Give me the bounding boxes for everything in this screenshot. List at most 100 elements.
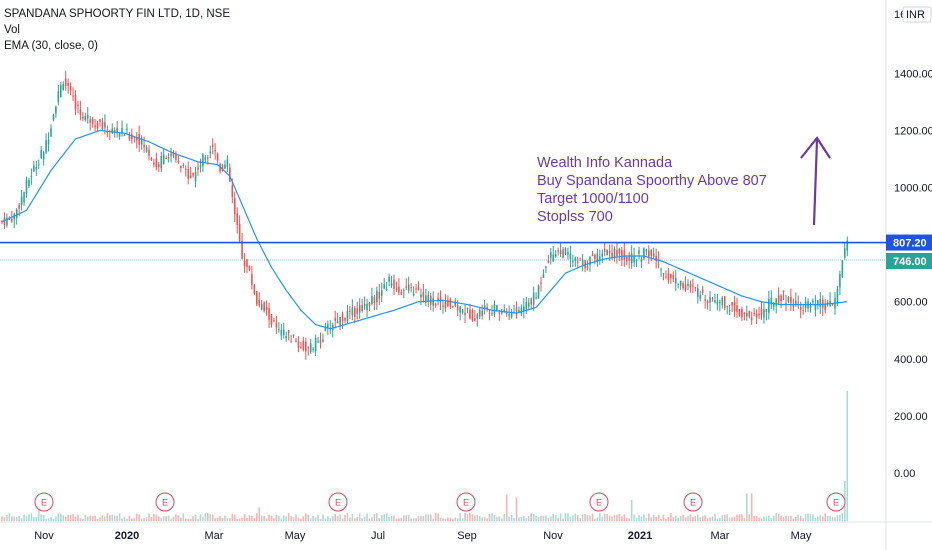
- volume-bar: [518, 517, 520, 521]
- candle-body: [763, 309, 765, 318]
- candle-body: [542, 274, 545, 278]
- currency-badge[interactable]: INR: [902, 6, 932, 23]
- candle-body: [476, 314, 479, 319]
- earnings-marker-label: E: [596, 498, 602, 508]
- volume-bar: [33, 517, 35, 521]
- candle-body: [731, 302, 733, 306]
- candle-body: [241, 240, 243, 259]
- candle-body: [429, 295, 432, 305]
- volume-bars: [1, 391, 849, 521]
- candle-body: [846, 240, 849, 251]
- volume-bar: [508, 516, 510, 521]
- candle-body: [368, 303, 371, 307]
- candle-body: [723, 296, 726, 309]
- candle-body: [3, 217, 6, 226]
- volume-bar: [552, 514, 555, 521]
- earnings-marker-icon[interactable]: [456, 492, 476, 512]
- candle-body: [650, 249, 653, 256]
- volume-bar: [527, 516, 530, 521]
- volume-bar: [640, 516, 643, 521]
- volume-bar: [829, 515, 831, 521]
- earnings-marker-icon[interactable]: [155, 492, 175, 512]
- volume-bar: [824, 513, 826, 521]
- volume-bar: [243, 514, 246, 521]
- candle-body: [812, 300, 814, 303]
- volume-bar: [535, 515, 537, 521]
- candle-body: [13, 214, 16, 220]
- time-axis[interactable]: Nov 2020 Mar May Jul Sep Nov 2021 Mar May: [34, 530, 812, 542]
- volume-bar: [444, 518, 447, 521]
- candle-body: [47, 139, 50, 145]
- earnings-marker-icon[interactable]: [683, 492, 703, 512]
- volume-bar: [233, 514, 236, 521]
- legend: SPANDANA SPHOORTY FIN LTD, 1D, NSE Vol E…: [4, 6, 230, 54]
- candle-body: [547, 260, 550, 263]
- candle-body: [216, 153, 219, 161]
- earnings-marker-icon[interactable]: [589, 492, 609, 512]
- candle-body: [373, 297, 376, 304]
- candle-body: [432, 298, 434, 306]
- earnings-marker-icon[interactable]: [34, 492, 54, 512]
- candle-body: [689, 283, 692, 288]
- earnings-marker-label: E: [335, 498, 341, 508]
- volume-bar: [74, 516, 77, 521]
- volume-bar: [180, 517, 182, 521]
- volume-bar: [8, 513, 11, 521]
- candle-body: [390, 283, 393, 286]
- volume-bar: [165, 516, 167, 521]
- candle-body: [694, 287, 697, 289]
- candle-body: [69, 86, 72, 91]
- candle-body: [768, 299, 770, 313]
- earnings-marker-icon[interactable]: [328, 492, 348, 512]
- candle-body: [638, 250, 640, 254]
- candle-body: [89, 119, 91, 123]
- candle-body: [447, 300, 449, 307]
- price-tick-1: 1200.00: [894, 125, 932, 137]
- volume-bar: [537, 517, 540, 521]
- volume-bar: [153, 514, 155, 521]
- volume-bar: [77, 514, 79, 521]
- volume-bar: [189, 518, 192, 521]
- volume-bar: [57, 513, 60, 521]
- volume-bar: [278, 515, 280, 521]
- volume-bar: [400, 517, 403, 521]
- volume-bar: [273, 518, 275, 521]
- volume-bar: [770, 517, 773, 521]
- volume-bar: [28, 514, 30, 521]
- candle-body: [211, 144, 214, 148]
- volume-bar: [184, 518, 187, 521]
- candle-body: [738, 309, 741, 316]
- volume-bar: [746, 493, 748, 521]
- candle-body: [246, 259, 248, 268]
- candle-body: [760, 308, 763, 315]
- candle-body: [772, 303, 775, 307]
- volume-bar: [89, 515, 91, 521]
- volume-bar: [290, 516, 292, 521]
- price-axis[interactable]: 1400.001200.001000.00800.00600.00400.002…: [894, 68, 932, 480]
- candle-body: [670, 274, 672, 279]
- candle-body: [138, 134, 140, 145]
- candle-body: [623, 250, 626, 260]
- earnings-marker-label: E: [463, 498, 469, 508]
- volume-bar: [312, 515, 314, 521]
- volume-bar: [723, 514, 726, 521]
- volume-bar: [841, 513, 844, 521]
- candle-body: [145, 147, 148, 152]
- candle-body: [319, 339, 322, 344]
- candle-body: [753, 312, 755, 314]
- volume-bar: [351, 513, 354, 521]
- candle-body: [599, 256, 601, 260]
- volume-bar: [706, 518, 709, 521]
- volume-bar: [67, 514, 69, 521]
- annotation-line-4: Stoplss 700: [537, 209, 613, 225]
- volume-bar: [202, 517, 204, 521]
- volume-bar: [775, 513, 777, 521]
- earnings-marker-icon[interactable]: [826, 492, 846, 512]
- candle-body: [295, 340, 297, 342]
- volume-bar: [383, 514, 385, 521]
- volume-bar: [207, 513, 209, 521]
- volume-bar: [104, 516, 106, 521]
- candle-body: [104, 122, 106, 128]
